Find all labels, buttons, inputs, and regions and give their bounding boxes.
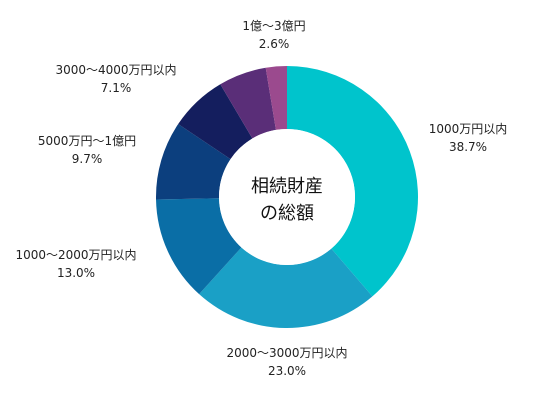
- slice-value-3: 13.0%: [57, 266, 95, 280]
- slice-label-2: 2000〜3000万円以内: [226, 346, 347, 360]
- donut-slice-2: [199, 247, 373, 328]
- donut-slice-7: [265, 66, 287, 130]
- donut-slices: [155, 66, 418, 328]
- donut-slice-1: [287, 66, 418, 297]
- slice-label-4: 5000万円〜1億円: [38, 134, 136, 148]
- donut-slice-4: [155, 124, 231, 200]
- slice-value-2: 23.0%: [268, 364, 306, 378]
- slice-label-1: 1000万円以内: [429, 122, 508, 136]
- slice-labels: 1000万円以内 38.7% 2000〜3000万円以内 23.0% 1000〜2000…: [15, 19, 507, 378]
- donut-slice-3: [156, 198, 242, 295]
- slice-value-1: 38.7%: [449, 140, 487, 154]
- slice-value-5: 7.1%: [101, 81, 132, 95]
- slice-label-6: 1億〜3億円: [242, 19, 305, 33]
- slice-value-4: 9.7%: [72, 152, 103, 166]
- slice-value-6: 2.6%: [259, 37, 290, 51]
- center-label-line-1: 相続財産: [251, 176, 323, 197]
- slice-label-5: 3000〜4000万円以内: [55, 63, 176, 77]
- slice-label-3: 1000〜2000万円以内: [15, 248, 136, 262]
- donut-hole: [219, 129, 355, 265]
- donut-slice-6: [220, 67, 276, 139]
- center-label-line-2: の総額: [260, 203, 314, 224]
- donut-slice-5: [178, 84, 253, 160]
